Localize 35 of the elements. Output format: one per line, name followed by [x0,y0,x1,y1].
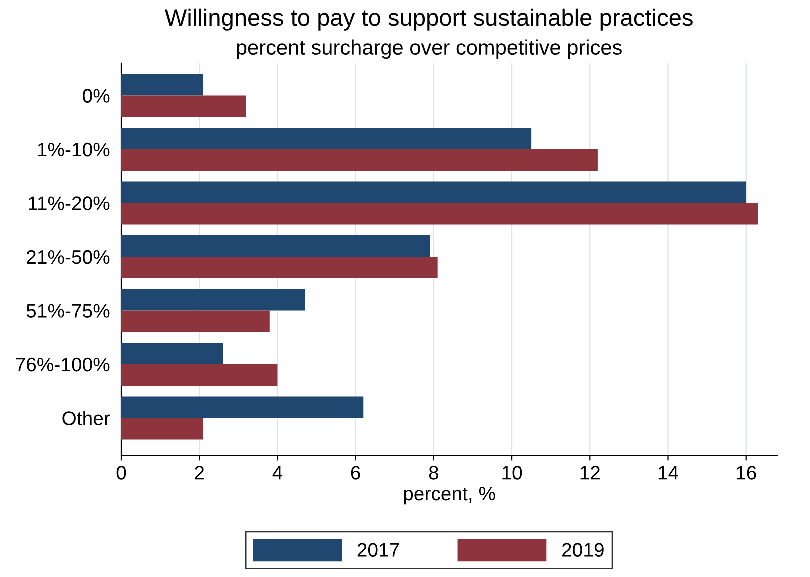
bar [122,396,364,418]
bar [122,182,746,204]
chart-title: Willingness to pay to support sustainable practices [164,8,693,31]
bar [122,289,306,311]
bar [122,418,204,440]
x-tick-label: 8 [429,466,438,480]
x-tick-label: 10 [502,466,522,480]
bar [122,203,758,225]
bar [122,342,224,364]
x-tick-label: 0 [116,466,126,480]
legend-label: 2017 [358,543,400,557]
y-tick-label: Other [62,411,110,426]
bar [122,74,204,96]
y-tick-label: 76%-100% [16,358,110,372]
y-tick-label: 0% [83,89,110,103]
x-tick-label: 14 [658,466,678,480]
x-tick-label: 2 [195,466,204,480]
legend-label: 2019 [562,543,604,557]
y-tick-label: 11%-20% [29,196,110,210]
y-tick-label: 51%-75% [26,304,110,318]
x-axis-title: percent, % [404,487,496,505]
x-tick-label: 6 [351,466,360,480]
bar [122,149,598,171]
x-tick-label: 16 [737,466,756,480]
chart-subtitle: percent surcharge over competitive prices [237,40,622,60]
bar [122,364,278,386]
bar [122,96,246,118]
y-tick-label: 21%-50% [27,250,110,264]
x-tick-label: 4 [272,466,283,480]
bar [122,128,532,150]
bar [122,235,430,257]
y-tick-label: 1%-10% [38,142,110,157]
bar [122,256,438,278]
x-tick-label: 12 [580,466,600,480]
bar [122,310,270,332]
